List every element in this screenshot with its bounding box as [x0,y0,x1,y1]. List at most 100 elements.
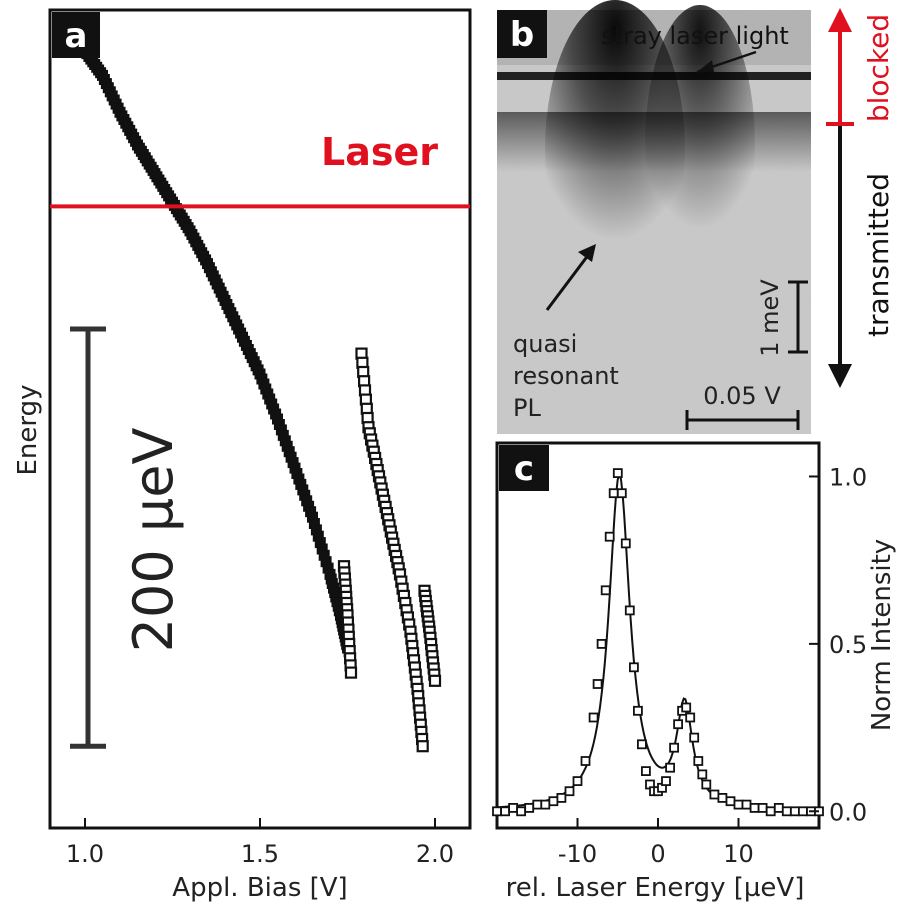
data-point-open [717,793,728,803]
panel-a-x-ticks: 1.0 1.5 2.0 [66,818,454,868]
data-point-open [741,799,752,810]
data-point-open [604,531,615,542]
data-point-open [556,793,567,803]
voltage-scale-bracket [685,410,800,430]
panel-a-x-axis-label: Appl. Bias [V] [172,873,347,903]
panel-c-y-axis-label: Norm Intensity [867,539,897,731]
panel-a-letter-box [52,12,100,58]
data-point-open [500,806,511,817]
panel-c-letter-box [499,445,549,491]
data-point-open [612,468,623,479]
stray-light-label: stray laser light [601,22,789,50]
data-point-open [765,806,776,817]
pl-arrowhead [578,244,596,262]
panel-c-data-points [492,468,824,817]
transmitted-label: transmitted [862,173,895,337]
pl-label-line-2: resonant [513,362,619,390]
data-point-open [572,776,583,786]
pl-arrow [545,249,594,311]
data-point-open [532,799,543,810]
panel-c: -10 0 10 0.0 0.5 1.0 rel. Laser Energy [µeV]… [492,441,897,903]
data-point-open [790,806,800,817]
data-point-open [709,789,720,800]
data-point-open [733,799,744,810]
blocked-label: blocked [862,14,895,122]
scale-bar-label: 200 µeV [122,428,185,653]
data-point-open [773,803,784,813]
panel-b: stray laser light quasi resonant PL 1 me… [497,0,895,434]
data-point-open [540,799,551,810]
data-point-open [665,762,675,773]
data-point-open [616,488,627,499]
data-point-open [798,806,808,817]
panel-c-letter: c [514,449,534,489]
data-point-open [641,766,651,776]
panel-b-letter-box [497,10,547,58]
pl-signal-right [645,5,755,285]
x-tick-label: 0 [650,840,665,868]
data-point-open [516,806,526,817]
x-tick-label: 1.5 [241,840,279,868]
x-tick-label: -10 [558,840,597,868]
data-point-open [633,705,643,716]
data-point-open [701,779,712,790]
pl-label-line-1: quasi [513,330,577,358]
x-tick-label: 2.0 [416,840,454,868]
data-point-open [689,732,700,743]
panel-c-y-ticks: 0.0 0.5 1.0 [809,463,867,826]
voltage-scale-label: 0.05 V [703,382,781,410]
data-point-open [428,674,442,687]
panel-c-x-axis-label: rel. Laser Energy [µeV] [506,873,805,903]
data-point-open [548,796,559,807]
data-point-open [596,639,607,649]
stray-light-arrowhead [697,60,714,72]
laser-label: Laser [321,130,438,174]
y-tick-label: 1.0 [829,463,867,491]
blocked-arrowhead [828,8,852,32]
x-tick-label: 1.0 [66,840,104,868]
y-tick-label: 0.5 [829,631,867,659]
data-point-open [600,585,611,596]
data-point-open [508,803,519,813]
data-point-open [637,739,647,750]
data-point-open [344,666,358,679]
data-point-open [416,740,429,753]
data-point-open [749,803,760,813]
panel-c-frame [495,441,821,830]
data-point-open [592,679,603,689]
lorentzian-fit-curve [496,470,820,811]
pl-label-line-3: PL [513,394,541,422]
pl-signal-left [545,0,685,300]
data-point-open [681,702,692,713]
data-point-open [620,538,631,549]
data-point-open [624,605,635,616]
panel-a: Laser 200 µeV 1.0 1.5 2.0 Appl. Bias [V] E… [13,8,472,903]
y-tick-label: 0.0 [829,798,867,826]
x-tick-label: 10 [723,840,754,868]
data-point-open [697,769,708,780]
data-point-open [661,776,671,786]
data-point-open [588,712,599,723]
panel-b-letter: b [510,15,534,55]
data-point-open [673,719,683,730]
data-point-open [492,806,502,817]
data-point-open [685,712,696,723]
data-point-open [580,756,591,766]
energy-scale-bracket [788,280,808,354]
data-point-open [524,803,535,813]
data-point-open [693,756,704,766]
data-point-open [781,806,792,817]
data-point-open [564,786,575,797]
energy-scale-label: 1 meV [756,279,784,357]
data-point-open [669,742,679,753]
data-point-open [629,662,639,673]
panel-a-letter: a [65,16,88,56]
data-point-open [608,488,619,499]
panel-a-y-axis-label: Energy [13,384,43,475]
panel-a-data-points [79,45,442,753]
energy-scale-bar [70,326,106,749]
panel-c-x-ticks: -10 0 10 [558,818,754,868]
data-point-open [757,803,768,813]
data-point-open [725,796,736,807]
